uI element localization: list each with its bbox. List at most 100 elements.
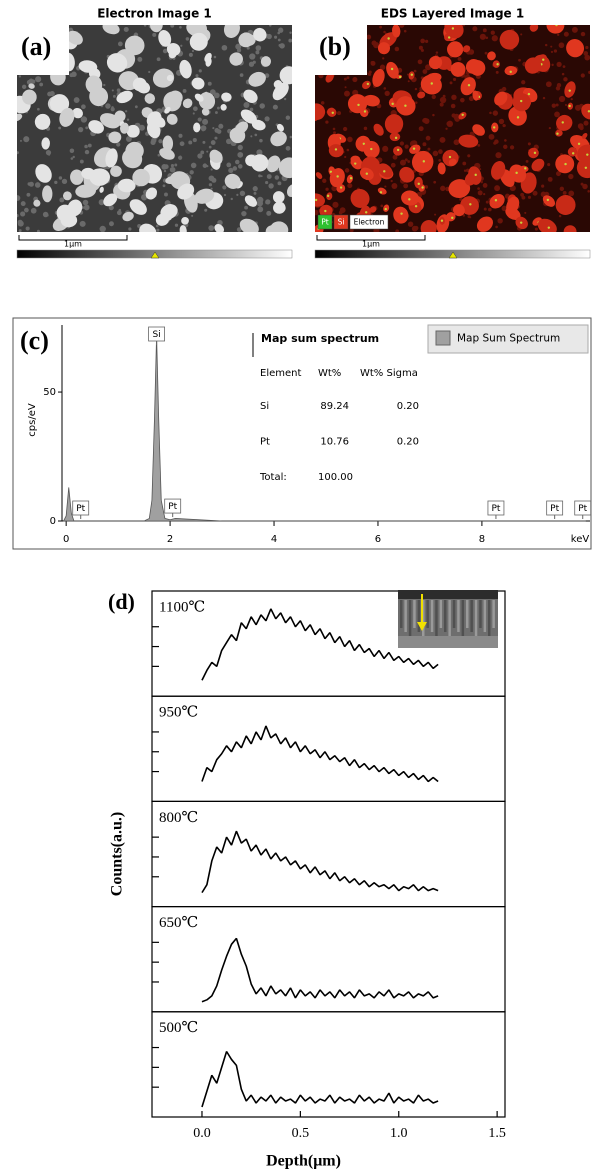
peak-marker-label: Pt xyxy=(76,504,85,514)
grain xyxy=(432,150,439,157)
inset-column xyxy=(413,600,416,628)
grain xyxy=(419,89,422,92)
grain xyxy=(157,153,161,157)
particle xyxy=(373,123,384,136)
grain xyxy=(403,183,409,189)
grain xyxy=(155,224,159,228)
grain xyxy=(169,166,176,173)
x-tick-label: 0 xyxy=(63,534,69,545)
panel-label-bg xyxy=(17,25,69,75)
grain xyxy=(23,136,30,143)
particle xyxy=(273,80,283,89)
grain xyxy=(562,65,566,68)
grain xyxy=(554,111,560,118)
grain xyxy=(73,97,80,103)
pt-dot xyxy=(586,153,589,156)
grain xyxy=(488,133,495,140)
particle xyxy=(476,216,493,232)
grain xyxy=(418,126,424,132)
particle xyxy=(272,191,285,204)
particle xyxy=(328,144,344,158)
subplot-frame xyxy=(151,1011,506,1118)
particle xyxy=(165,176,178,185)
grain xyxy=(548,126,551,130)
particle xyxy=(567,147,578,157)
pt-dot xyxy=(336,175,339,178)
grain xyxy=(488,207,492,212)
particle xyxy=(509,164,527,183)
grain xyxy=(524,211,527,214)
particle xyxy=(59,107,75,127)
pt-dot xyxy=(515,171,518,175)
grain xyxy=(209,89,216,96)
grain xyxy=(571,26,578,33)
grain xyxy=(150,139,156,146)
pt-dot xyxy=(410,73,414,76)
grain xyxy=(451,94,457,100)
grain xyxy=(20,201,26,207)
grain xyxy=(352,76,358,83)
particle xyxy=(158,30,172,47)
pt-dot xyxy=(365,172,369,175)
grain xyxy=(469,216,472,219)
grain xyxy=(463,169,467,172)
grain xyxy=(501,86,507,92)
grain xyxy=(477,143,481,147)
grain xyxy=(221,44,228,51)
grain xyxy=(170,25,175,28)
grain xyxy=(226,138,232,145)
particle xyxy=(103,193,118,207)
particle xyxy=(315,172,323,179)
pt-dot xyxy=(315,198,318,202)
grain xyxy=(503,124,506,127)
grain xyxy=(243,102,250,109)
grain xyxy=(555,103,559,107)
grain xyxy=(412,169,417,173)
grain xyxy=(25,226,30,231)
table-header: Wt% xyxy=(318,368,341,379)
pt-dot xyxy=(584,166,588,169)
grain xyxy=(268,25,272,27)
inset-column xyxy=(444,600,447,632)
grain xyxy=(213,55,217,59)
grain xyxy=(85,150,89,154)
grain xyxy=(83,204,90,211)
grain xyxy=(179,141,185,147)
temperature-label: 650℃ xyxy=(159,915,198,931)
grain xyxy=(278,27,284,33)
pt-dot xyxy=(533,151,537,155)
inset-column xyxy=(479,600,482,628)
grain xyxy=(246,46,250,50)
particle xyxy=(462,45,471,53)
grain xyxy=(108,205,114,211)
grain xyxy=(460,97,465,103)
grain xyxy=(414,87,418,91)
grain xyxy=(138,124,145,131)
inset-column xyxy=(400,600,403,628)
grain xyxy=(61,178,68,185)
grain xyxy=(288,38,292,43)
x-tick-label: 8 xyxy=(479,534,485,545)
inset-column xyxy=(483,600,487,632)
grain xyxy=(525,159,529,163)
legend-chip xyxy=(317,214,333,230)
particle xyxy=(492,60,500,68)
grain xyxy=(367,72,372,76)
grain xyxy=(244,205,249,210)
particle xyxy=(78,60,98,73)
grain xyxy=(210,168,213,171)
grain xyxy=(222,185,227,190)
grain xyxy=(58,126,62,130)
grain xyxy=(265,199,271,205)
grain xyxy=(204,208,208,212)
grain xyxy=(178,133,183,138)
particle xyxy=(563,225,577,232)
image-title: Electron Image 1 xyxy=(97,7,212,21)
grain xyxy=(17,213,19,218)
grain xyxy=(18,75,22,78)
particle xyxy=(582,132,588,139)
grain xyxy=(492,110,499,116)
grain xyxy=(521,80,526,85)
subplot-frame xyxy=(151,800,506,908)
grain xyxy=(185,37,190,41)
